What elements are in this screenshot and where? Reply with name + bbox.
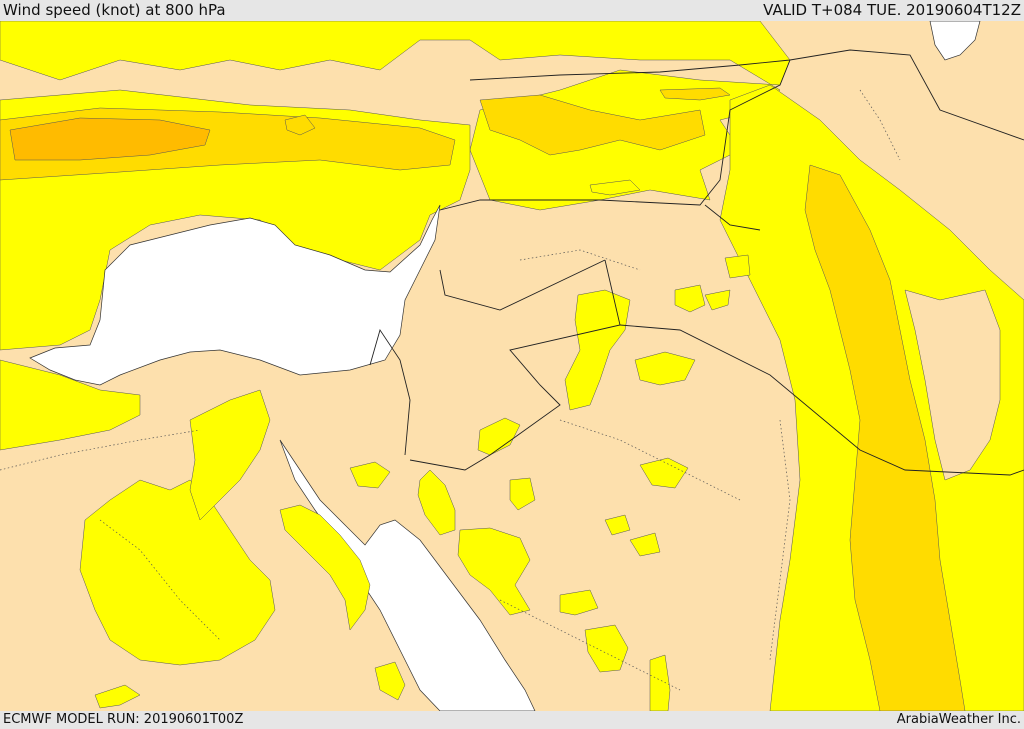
wind-patch-gold-small xyxy=(284,114,316,136)
wind-patch-syria-gold xyxy=(479,94,706,156)
mediterranean-sea xyxy=(29,204,441,386)
wind-patch-syria-gold-2 xyxy=(659,87,731,101)
footer-bar: ECMWF MODEL RUN: 20190601T00Z ArabiaWeat… xyxy=(0,711,1024,729)
credit: ArabiaWeather Inc. xyxy=(896,712,1021,727)
wind-patches-arabia xyxy=(94,179,751,711)
header-bar: Wind speed (knot) at 800 hPa VALID T+084… xyxy=(0,0,1024,21)
wind-patch-sudan-yellow xyxy=(79,479,276,666)
caspian-sea-fragment xyxy=(929,21,981,61)
model-run: ECMWF MODEL RUN: 20190601T00Z xyxy=(3,712,244,727)
country-borders xyxy=(369,49,1024,476)
map-title: Wind speed (knot) at 800 hPa xyxy=(3,1,226,19)
wind-speed-map xyxy=(0,21,1024,711)
valid-time: VALID T+084 TUE. 20190604T12Z xyxy=(763,1,1021,19)
province-lines xyxy=(0,89,901,691)
wind-patch-egypt-yellow-2 xyxy=(189,389,271,521)
land-gap-east xyxy=(904,289,1001,481)
wind-band-east-gold xyxy=(804,164,966,711)
wind-band-orange-core xyxy=(9,117,211,161)
wind-band-egypt-yellow xyxy=(0,359,141,451)
